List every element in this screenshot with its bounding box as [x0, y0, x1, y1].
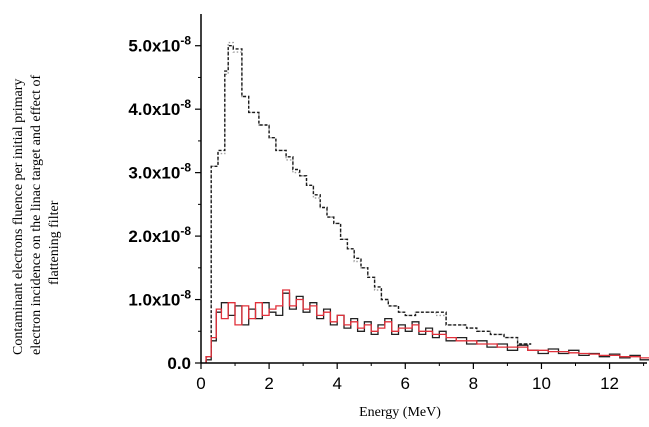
axes [200, 14, 647, 364]
x-tick-label: 4 [332, 374, 341, 393]
y-axis-label-line-2: electron incidence on the linac target a… [29, 75, 44, 355]
y-axis-label-line-3: flattening filter [47, 200, 62, 285]
x-tick-label: 6 [401, 374, 410, 393]
x-tick-label: 8 [469, 374, 478, 393]
series-line-3 [205, 292, 649, 363]
y-tick-label: 5.0x10-8 [128, 34, 191, 56]
ticks: 0.0 1.0x10-8 2.0x10-8 3.0x10-8 4.0x10-8 5.0x1… [128, 34, 645, 393]
series-line-2 [205, 45, 532, 363]
series-layer [205, 41, 649, 363]
x-axis-label: Energy (MeV) [359, 405, 441, 420]
x-tick-label: 2 [264, 374, 273, 393]
x-tick-label: 0 [196, 374, 205, 393]
y-axis-label: Contaminant electrons fluence per initia… [11, 75, 62, 355]
series-line-4 [205, 289, 649, 363]
y-tick-label: 1.0x10-8 [128, 288, 191, 310]
y-tick-label: 0.0 [167, 354, 191, 373]
y-tick-label: 3.0x10-8 [128, 161, 191, 183]
x-tick-label: 10 [532, 374, 551, 393]
y-tick-label: 2.0x10-8 [128, 224, 191, 246]
x-tick-label: 12 [600, 374, 619, 393]
y-tick-label: 4.0x10-8 [128, 97, 191, 119]
y-axis-label-line-1: Contaminant electrons fluence per initia… [11, 79, 26, 355]
